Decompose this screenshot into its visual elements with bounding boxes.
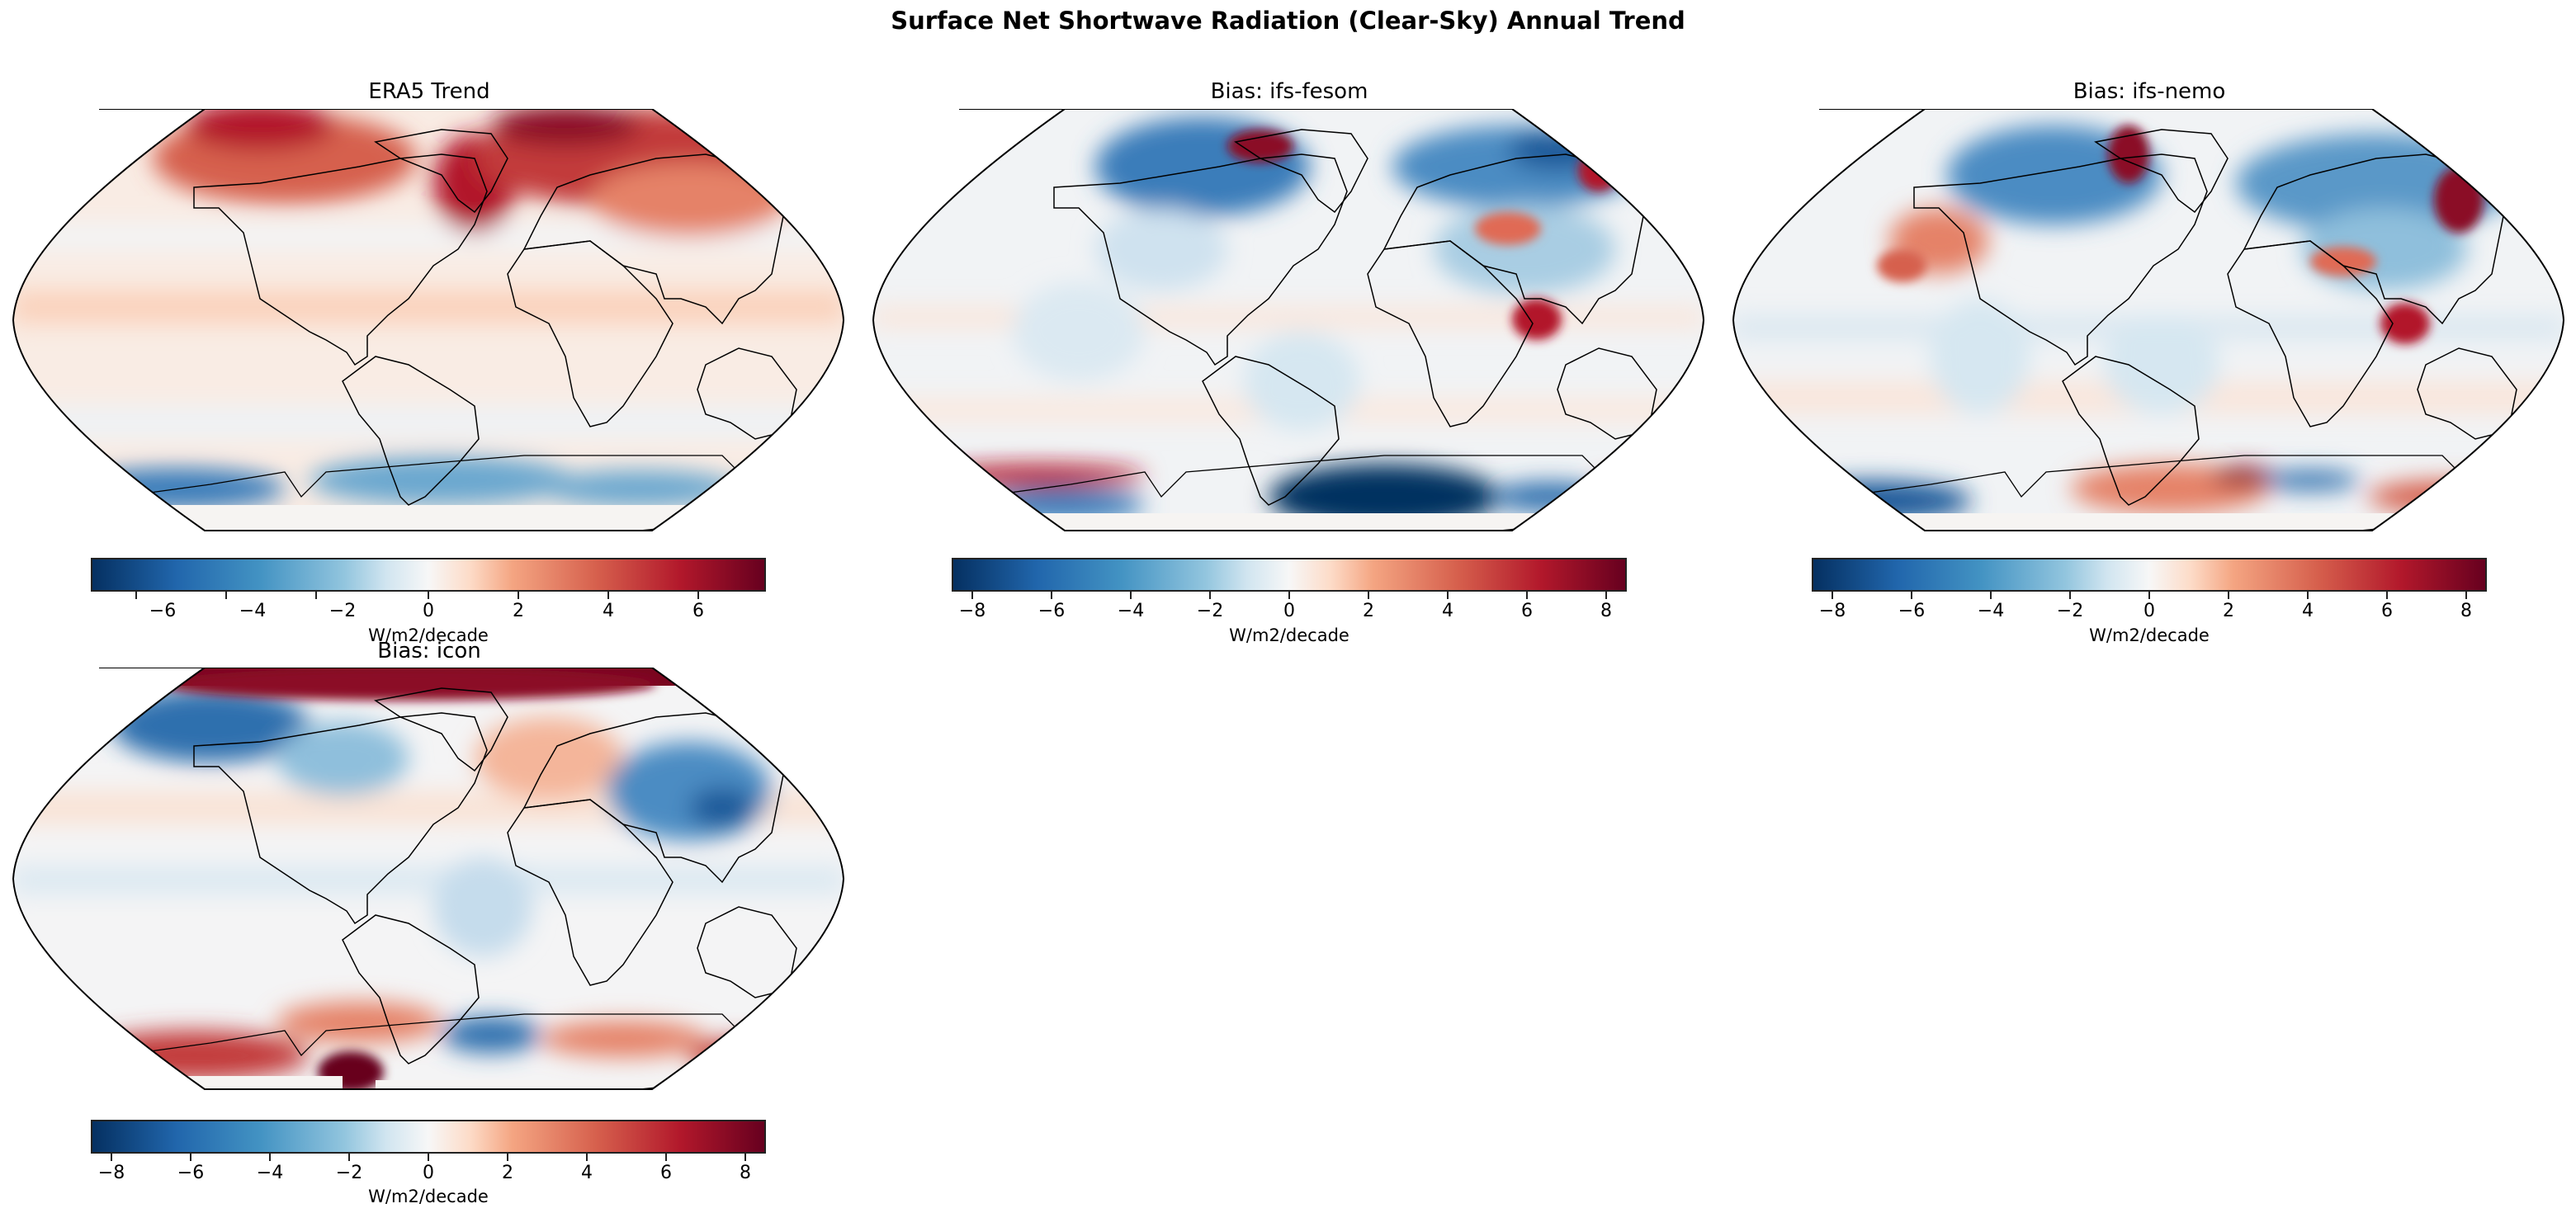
colorbar-era5-label: W/m2/decade	[368, 625, 489, 645]
tick-label: 4	[1442, 601, 1453, 621]
tick-label: −8	[958, 601, 986, 621]
tick-label: 6	[692, 601, 704, 621]
tick-label: −6	[177, 1163, 205, 1183]
tick-label: −2	[1196, 601, 1224, 621]
tick-label: 2	[513, 601, 524, 621]
tick-label: −2	[335, 1163, 363, 1183]
map-bias-ifs-nemo	[1732, 109, 2564, 531]
colorbar-ifs-fesom	[952, 558, 1627, 592]
tick-label: −4	[256, 1163, 284, 1183]
tick-label: −8	[97, 1163, 125, 1183]
tick-label: 2	[2223, 601, 2234, 621]
colorbar-era5	[91, 558, 766, 592]
tick-label: 0	[2144, 601, 2155, 621]
tick-label: −4	[1977, 601, 2005, 621]
map-bias-ifs-fesom	[872, 109, 1704, 531]
tick-label: −8	[1818, 601, 1846, 621]
tick-label: −6	[1898, 601, 1926, 621]
tick-label: −4	[1117, 601, 1145, 621]
tick-label: 0	[423, 1163, 434, 1183]
tick-label: −4	[239, 601, 267, 621]
panel-title-ifs-nemo: Bias: ifs-nemo	[2073, 79, 2226, 104]
map-bias-icon	[12, 668, 844, 1090]
panel-title-ifs-fesom: Bias: ifs-fesom	[1210, 79, 1368, 104]
tick-label: 8	[740, 1163, 751, 1183]
tick-label: 6	[1521, 601, 1533, 621]
colorbar-ifs-fesom-label: W/m2/decade	[1229, 625, 1349, 645]
tick-label: 2	[1363, 601, 1374, 621]
colorbar-ifs-nemo-label: W/m2/decade	[2089, 625, 2210, 645]
tick-label: 6	[2381, 601, 2393, 621]
tick-label: 2	[502, 1163, 513, 1183]
tick-label: 4	[581, 1163, 593, 1183]
tick-label: −6	[149, 601, 177, 621]
tick-label: 8	[1600, 601, 1612, 621]
panel-title-era5: ERA5 Trend	[368, 79, 490, 104]
colorbar-ifs-nemo	[1812, 558, 2487, 592]
colorbar-icon-label: W/m2/decade	[368, 1187, 489, 1206]
map-era5-trend	[12, 109, 844, 531]
tick-label: 4	[2302, 601, 2314, 621]
tick-label: −2	[328, 601, 357, 621]
tick-label: 0	[1283, 601, 1295, 621]
panel-title-icon: Bias: icon	[377, 639, 481, 663]
tick-label: −6	[1037, 601, 1066, 621]
tick-label: 6	[660, 1163, 672, 1183]
figure-title: Surface Net Shortwave Radiation (Clear-S…	[891, 7, 1685, 35]
tick-label: −2	[2056, 601, 2084, 621]
colorbar-icon	[91, 1120, 766, 1154]
tick-label: 8	[2460, 601, 2472, 621]
tick-label: 0	[423, 601, 434, 621]
tick-label: 4	[603, 601, 614, 621]
